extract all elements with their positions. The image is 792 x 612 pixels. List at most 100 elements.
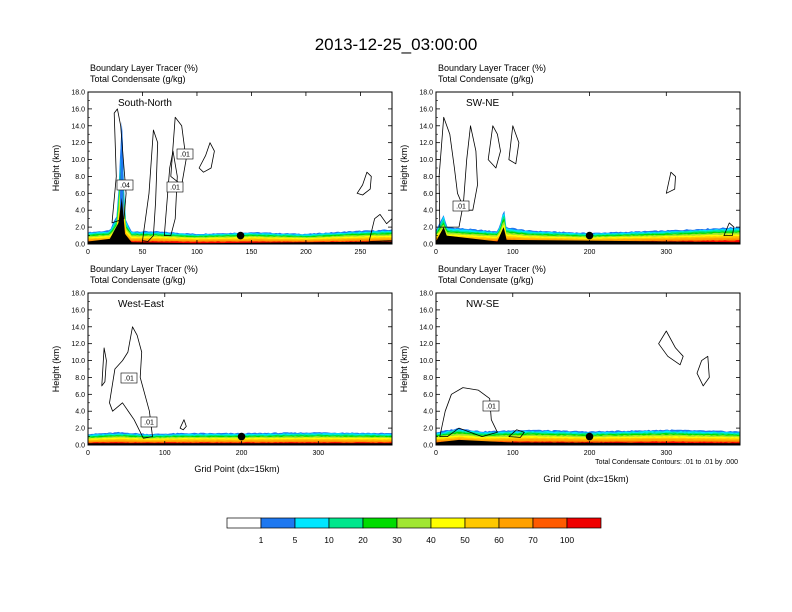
y-tick-label: 8.0 [423,174,433,181]
panel-header-line: Boundary Layer Tracer (%) [90,264,198,274]
y-axis-label: Height (km) [399,145,409,192]
y-tick-label: 2.0 [75,426,85,433]
colorbar-label: 1 [259,535,264,545]
condensate-contour [462,125,478,211]
location-marker [585,231,594,240]
tracer-band [88,129,392,244]
condensate-contour [439,387,498,437]
contour-label: .01 [120,372,138,384]
condensate-contour [109,326,153,439]
panel-3: Boundary Layer Tracer (%)Total Condensat… [51,264,393,457]
y-tick-label: 4.0 [423,208,433,215]
condensate-contour [163,150,178,236]
colorbar-swatch [532,517,568,529]
panel-header-line: Total Condensate (g/kg) [438,74,534,84]
colorbar-swatch [226,517,262,529]
x-tick-label: 100 [507,249,519,256]
panel-header-line: Boundary Layer Tracer (%) [90,63,198,73]
colorbar-swatch [328,517,364,529]
tracer-band [88,145,392,244]
y-tick-label: 0.0 [423,443,433,450]
y-tick-label: 6.0 [423,191,433,198]
colorbar-swatch [430,517,466,529]
colorbar-label: 20 [358,535,368,545]
y-tick-label: 16.0 [71,106,85,113]
svg-text:.04: .04 [120,183,130,190]
condensate-contour [438,116,464,228]
x-tick-label: 0 [434,249,438,256]
y-tick-label: 4.0 [75,409,85,416]
colorbar-swatch [260,517,296,529]
condensate-contour [179,419,187,431]
svg-text:.01: .01 [124,376,134,383]
plot-frame [87,91,393,245]
location-marker [237,432,246,441]
colorbar-swatch [362,517,398,529]
terrain [436,227,740,244]
y-tick-label: 6.0 [75,191,85,198]
svg-text:.01: .01 [170,185,180,192]
y-tick-label: 0.0 [75,242,85,249]
x-tick-label: 200 [300,249,312,256]
x-tick-label: 200 [236,450,248,457]
condensate-contour [508,125,520,165]
y-tick-label: 4.0 [75,208,85,215]
svg-text:.01: .01 [486,404,496,411]
condensate-contour [696,355,710,387]
y-tick-label: 0.0 [423,242,433,249]
y-tick-label: 12.0 [71,341,85,348]
y-tick-label: 0.0 [75,443,85,450]
y-tick-label: 16.0 [419,106,433,113]
y-axis-label: Height (km) [51,346,61,393]
y-tick-label: 4.0 [423,409,433,416]
panel-header-line: Total Condensate (g/kg) [90,74,186,84]
condensate-contour [508,429,525,438]
colorbar-label: 100 [560,535,574,545]
y-tick-label: 18.0 [419,291,433,298]
svg-text:.01: .01 [144,420,154,427]
x-tick-label: 0 [86,450,90,457]
panel-2: Boundary Layer Tracer (%)Total Condensat… [399,63,741,256]
condensate-contour [658,330,684,366]
plot-area [436,116,740,244]
y-tick-label: 2.0 [75,225,85,232]
colorbar-swatch [498,517,534,529]
panel-1: Boundary Layer Tracer (%)Total Condensat… [51,63,393,256]
contour-label: .01 [176,148,194,160]
figure-title: 2013-12-25_03:00:00 [315,35,478,54]
region-label: West-East [118,299,164,310]
region-label: South-North [118,98,172,109]
panels: Boundary Layer Tracer (%)Total Condensat… [51,63,741,457]
y-tick-label: 8.0 [75,375,85,382]
plot-area [436,330,740,445]
x-axis-label-right: Grid Point (dx=15km) [543,474,628,484]
y-tick-label: 10.0 [419,358,433,365]
x-tick-label: 300 [660,249,672,256]
y-tick-label: 14.0 [419,324,433,331]
x-tick-label: 150 [246,249,258,256]
panel-header-line: Boundary Layer Tracer (%) [438,63,546,73]
panel-header-line: Total Condensate (g/kg) [438,275,534,285]
y-tick-label: 14.0 [71,324,85,331]
x-tick-label: 300 [660,450,672,457]
contour-note: Total Condensate Contours: .01 to .01 by… [595,459,738,466]
terrain [88,197,392,244]
y-tick-label: 8.0 [423,375,433,382]
plot-frame [435,292,741,446]
contour-label: .01 [140,416,158,428]
y-axis-label: Height (km) [51,145,61,192]
y-tick-label: 6.0 [423,392,433,399]
y-tick-label: 8.0 [75,174,85,181]
contour-label: .01 [482,400,500,412]
colorbar-label: 50 [460,535,470,545]
y-tick-label: 18.0 [419,90,433,97]
tracer-band [88,160,392,244]
y-tick-label: 2.0 [423,225,433,232]
condensate-contour [723,222,735,236]
y-tick-label: 12.0 [71,140,85,147]
region-label: NW-SE [466,299,499,310]
panel-header-line: Boundary Layer Tracer (%) [438,264,546,274]
svg-text:.01: .01 [456,204,466,211]
x-tick-label: 50 [139,249,147,256]
